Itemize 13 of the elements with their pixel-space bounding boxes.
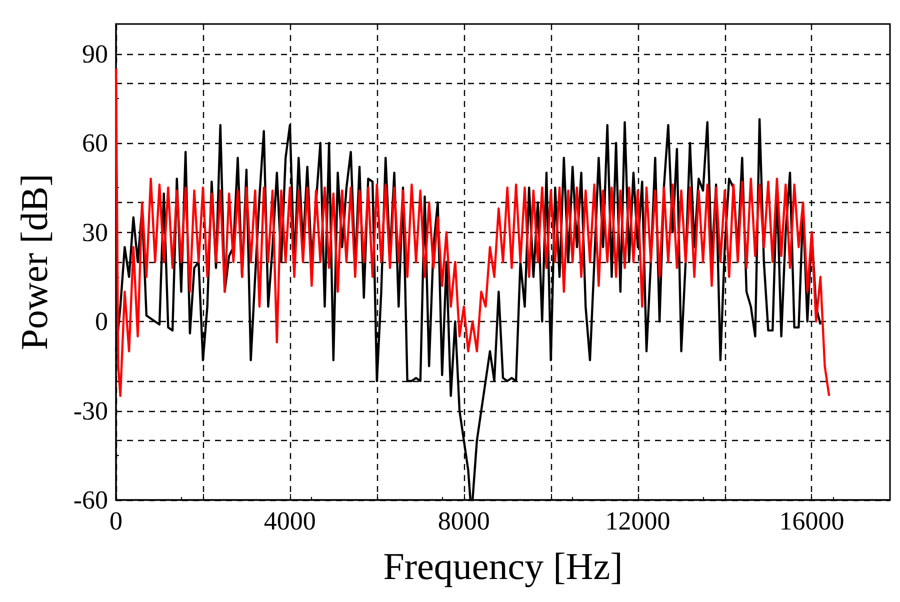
x-tick-label: 12000 <box>605 506 670 536</box>
y-tick-label: 90 <box>82 39 108 68</box>
y-tick-label: 60 <box>82 128 108 158</box>
x-axis-title: Frequency [Hz] <box>383 546 623 588</box>
x-tick-label: 4000 <box>264 506 316 536</box>
y-tick-label: 30 <box>82 218 108 247</box>
y-tick-label: -60 <box>73 486 108 514</box>
line-series <box>114 68 830 397</box>
y-tick-label: 0 <box>95 307 108 336</box>
x-tick-label: 8000 <box>438 506 490 536</box>
y-axis-title: Power [dB] <box>14 174 56 350</box>
y-tick-label: -30 <box>73 396 108 426</box>
x-tick-label: 16000 <box>779 506 844 536</box>
